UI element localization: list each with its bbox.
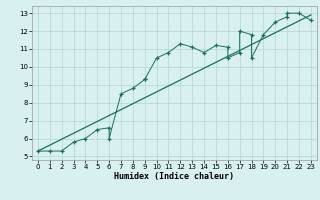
X-axis label: Humidex (Indice chaleur): Humidex (Indice chaleur) (115, 172, 234, 181)
